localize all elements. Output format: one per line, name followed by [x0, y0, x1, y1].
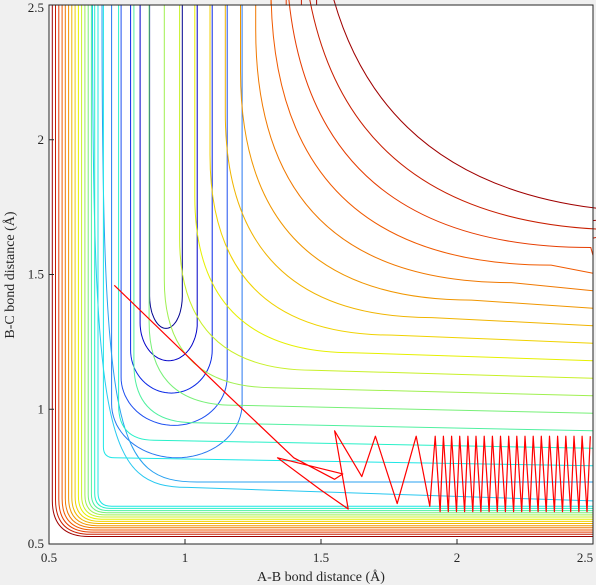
- contour-line: [97, 5, 593, 507]
- contour-line: [148, 5, 594, 414]
- x-tick-label: 2: [454, 550, 461, 565]
- contour-line: [94, 5, 593, 509]
- y-axis: 0.5 1 1.5 2 2.5: [28, 0, 54, 551]
- y-tick-label: 1: [38, 401, 45, 416]
- contour-line: [55, 5, 593, 535]
- contour-line: [270, 0, 594, 274]
- x-tick-label: 0.5: [41, 550, 57, 565]
- x-tick-label: 1.5: [313, 550, 329, 565]
- x-tick-label: 1: [182, 550, 189, 565]
- contour-line: [194, 5, 594, 362]
- contour-line: [84, 5, 593, 516]
- contour-line: [77, 5, 593, 520]
- x-axis-label: A-B bond distance (Å): [257, 569, 385, 585]
- contour-line: [300, 0, 596, 239]
- contour-line: [118, 5, 594, 449]
- contour-line: [133, 5, 594, 432]
- contour-line: [71, 5, 593, 524]
- x-tick-label: 2.5: [577, 550, 593, 565]
- x-axis: 0.5 1 1.5 2 2.5: [41, 539, 594, 565]
- contour-line: [209, 5, 594, 344]
- y-tick-label: 1.5: [28, 267, 44, 282]
- contour-line: [58, 5, 593, 533]
- contour-line: [285, 0, 594, 256]
- contour-line: [179, 5, 594, 379]
- y-axis-label: B-C bond distance (Å): [2, 211, 18, 338]
- contour-line: [74, 5, 593, 522]
- contour-line: [240, 5, 594, 309]
- trajectory-line: [113, 284, 591, 513]
- contour-line: [92, 4, 594, 502]
- contour-line: [111, 5, 243, 459]
- y-tick-label: 2: [38, 132, 45, 147]
- contour-line: [139, 5, 198, 362]
- contour-line: [81, 5, 593, 518]
- contour-line: [90, 5, 593, 512]
- contour-line: [149, 5, 183, 329]
- trajectory: [113, 284, 591, 513]
- contour-line: [87, 5, 593, 514]
- contour-line: [61, 5, 593, 531]
- contour-line: [64, 5, 593, 529]
- contour-line: [255, 5, 594, 292]
- y-tick-label: 0.5: [28, 536, 44, 551]
- contour-lines: [51, 0, 596, 537]
- contour-line: [130, 5, 213, 394]
- contour-line: [224, 5, 594, 327]
- contour-line: [102, 5, 594, 467]
- contour-line: [68, 5, 593, 527]
- contour-line: [51, 5, 593, 537]
- y-tick-label: 2.5: [28, 0, 44, 15]
- contour-line: [120, 5, 228, 426]
